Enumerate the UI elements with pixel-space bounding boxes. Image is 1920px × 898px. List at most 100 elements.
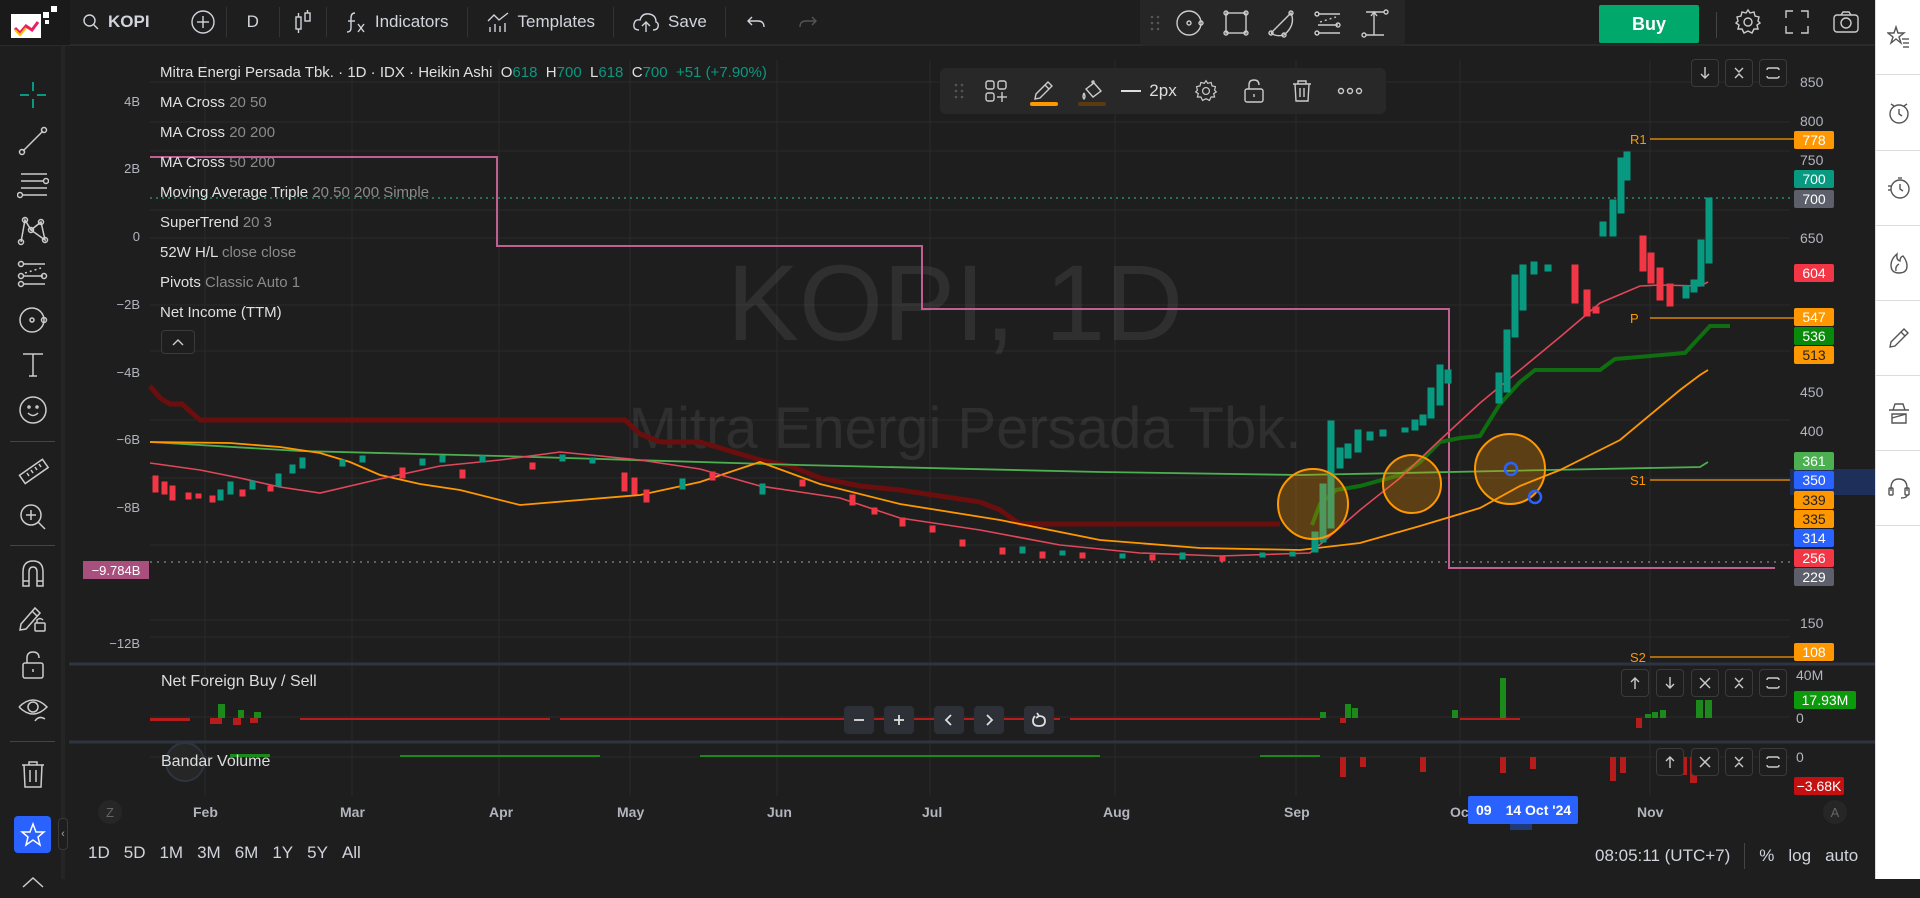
measure-tool[interactable] bbox=[17, 456, 49, 488]
indicator-legend-item[interactable]: MA Cross 20 200 bbox=[160, 124, 275, 141]
main-series-legend[interactable]: Mitra Energi Persada Tbk. · 1D · IDX · H… bbox=[160, 64, 767, 81]
log-toggle[interactable]: log bbox=[1788, 846, 1812, 865]
lock-all-tool[interactable] bbox=[17, 649, 49, 681]
circle-drawings[interactable] bbox=[1277, 433, 1546, 540]
indicators-button[interactable]: Indicators bbox=[327, 7, 467, 37]
collapse-pane-button[interactable] bbox=[1725, 669, 1753, 697]
percent-toggle[interactable]: % bbox=[1759, 846, 1775, 865]
add-template-button[interactable] bbox=[972, 68, 1020, 114]
app-logo[interactable] bbox=[0, 0, 70, 45]
bandar-pane-title[interactable]: Bandar Volume bbox=[161, 753, 271, 770]
range-1m[interactable]: 1M bbox=[159, 843, 184, 862]
move-pane-down-button[interactable] bbox=[1656, 669, 1684, 697]
line-width-button[interactable]: 2px bbox=[1116, 68, 1182, 114]
reset-chart-button[interactable] bbox=[1024, 706, 1054, 734]
indicator-legend-item[interactable]: MA Cross 20 50 bbox=[160, 94, 267, 111]
range-6m[interactable]: 6M bbox=[234, 843, 259, 862]
fill-color-button[interactable] bbox=[1068, 68, 1116, 114]
rectangle-tool-icon[interactable] bbox=[1220, 7, 1252, 39]
collapse-pane-button[interactable] bbox=[1725, 748, 1753, 776]
indicator-legend-item[interactable]: Pivots Classic Auto 1 bbox=[160, 274, 300, 291]
undo-button[interactable] bbox=[726, 7, 782, 37]
lock-drawing-button[interactable] bbox=[1230, 68, 1278, 114]
pattern-tool[interactable] bbox=[17, 214, 49, 246]
redo-button[interactable] bbox=[782, 7, 834, 37]
drag-handle-icon[interactable] bbox=[1150, 13, 1160, 33]
z-button[interactable]: Z bbox=[98, 800, 122, 824]
interval-button[interactable]: D bbox=[227, 7, 279, 37]
range-1y[interactable]: 1Y bbox=[272, 843, 294, 862]
fullscreen-icon[interactable] bbox=[1784, 9, 1810, 35]
range-5y[interactable]: 5Y bbox=[307, 843, 328, 862]
favorites-button[interactable] bbox=[14, 816, 51, 853]
horizontal-lines-tool[interactable] bbox=[17, 169, 49, 201]
indicator-legend-item[interactable]: Net Income (TTM) bbox=[160, 304, 282, 321]
auto-toggle[interactable]: auto bbox=[1825, 846, 1859, 865]
close-pane-button[interactable] bbox=[1691, 748, 1719, 776]
maximize-pane-button[interactable] bbox=[1759, 59, 1787, 87]
text-tool[interactable] bbox=[17, 349, 49, 381]
lock-drawings-tool[interactable] bbox=[17, 602, 49, 634]
parallel-channel-icon[interactable] bbox=[1312, 7, 1344, 39]
maximize-pane-button[interactable] bbox=[1759, 748, 1787, 776]
support-button[interactable] bbox=[1886, 475, 1912, 501]
replay-button[interactable] bbox=[1886, 175, 1912, 201]
settings-gear-icon[interactable] bbox=[1734, 8, 1762, 36]
price-range-icon[interactable] bbox=[1358, 7, 1390, 39]
collapse-left-panel-button[interactable]: ‹ bbox=[58, 818, 68, 850]
range-all[interactable]: All bbox=[341, 843, 361, 862]
range-3m[interactable]: 3M bbox=[197, 843, 221, 862]
clock-time[interactable]: 08:05:11 (UTC+7) bbox=[1595, 846, 1731, 865]
symbol-search-button[interactable]: KOPI bbox=[70, 7, 164, 37]
maximize-pane-button[interactable] bbox=[1759, 669, 1787, 697]
collapse-pane-button[interactable] bbox=[1725, 59, 1753, 87]
remove-drawings-tool[interactable] bbox=[17, 758, 49, 790]
range-5d[interactable]: 5D bbox=[123, 843, 146, 862]
buy-button[interactable]: Buy bbox=[1599, 5, 1699, 43]
more-options-button[interactable] bbox=[1326, 68, 1374, 114]
drawing-handle[interactable] bbox=[1527, 489, 1543, 505]
collapse-legend-button[interactable] bbox=[161, 330, 195, 354]
line-color-button[interactable] bbox=[1020, 68, 1068, 114]
emoji-tool[interactable] bbox=[17, 394, 49, 426]
range-1d[interactable]: 1D bbox=[88, 843, 110, 862]
drawing-settings-button[interactable] bbox=[1182, 68, 1230, 114]
templates-button[interactable]: Templates bbox=[468, 7, 613, 37]
delete-drawing-button[interactable] bbox=[1278, 68, 1326, 114]
scroll-right-button[interactable] bbox=[974, 706, 1004, 734]
chart-type-button[interactable] bbox=[280, 7, 326, 37]
circle-tool-icon[interactable] bbox=[1174, 7, 1206, 39]
watchlist-button[interactable] bbox=[1886, 24, 1912, 50]
price-chart-canvas[interactable]: KOPI, 1D Mitra Energi Persada Tbk. bbox=[69, 48, 1875, 818]
zoom-out-button[interactable] bbox=[844, 706, 874, 734]
indicator-legend-item[interactable]: 52W H/L close close bbox=[160, 244, 296, 261]
hide-drawings-tool[interactable] bbox=[17, 694, 49, 726]
trendline-tool[interactable] bbox=[17, 125, 49, 157]
drawing-handle[interactable] bbox=[1503, 461, 1519, 477]
zoom-in-tool[interactable] bbox=[17, 501, 49, 533]
arc-tool-icon[interactable] bbox=[1266, 7, 1298, 39]
auto-scale-button[interactable]: A bbox=[1823, 800, 1847, 824]
foreign-pane-title[interactable]: Net Foreign Buy / Sell bbox=[161, 673, 317, 690]
shapes-tool[interactable] bbox=[17, 304, 49, 336]
indicator-legend-item[interactable]: MA Cross 50 200 bbox=[160, 154, 275, 171]
pencil-button[interactable] bbox=[1886, 325, 1912, 351]
indicator-legend-item[interactable]: Moving Average Triple 20 50 200 Simple bbox=[160, 184, 429, 201]
zoom-in-button[interactable] bbox=[884, 706, 914, 734]
magnet-tool[interactable] bbox=[17, 557, 49, 589]
move-pane-up-button[interactable] bbox=[1621, 669, 1649, 697]
collapse-toolbar-button[interactable] bbox=[17, 866, 49, 898]
indicator-legend-item[interactable]: SuperTrend 20 3 bbox=[160, 214, 272, 231]
camera-screenshot-icon[interactable] bbox=[1832, 10, 1860, 34]
close-pane-button[interactable] bbox=[1691, 669, 1719, 697]
hotlists-button[interactable] bbox=[1886, 250, 1912, 276]
move-pane-up-button[interactable] bbox=[1656, 748, 1684, 776]
scroll-left-button[interactable] bbox=[934, 706, 964, 734]
detective-button[interactable] bbox=[1886, 400, 1912, 426]
compare-symbol-button[interactable] bbox=[164, 7, 226, 37]
forecast-tool[interactable] bbox=[17, 259, 49, 291]
alerts-button[interactable] bbox=[1886, 100, 1912, 126]
drag-handle[interactable] bbox=[946, 68, 972, 114]
crosshair-tool[interactable] bbox=[17, 79, 49, 111]
save-button[interactable]: Save bbox=[614, 7, 725, 37]
